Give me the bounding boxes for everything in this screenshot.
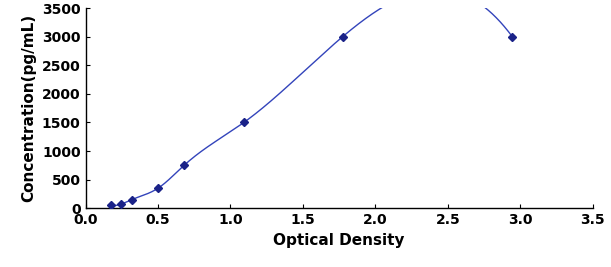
Y-axis label: Concentration(pg/mL): Concentration(pg/mL) bbox=[21, 14, 37, 202]
X-axis label: Optical Density: Optical Density bbox=[273, 233, 405, 248]
